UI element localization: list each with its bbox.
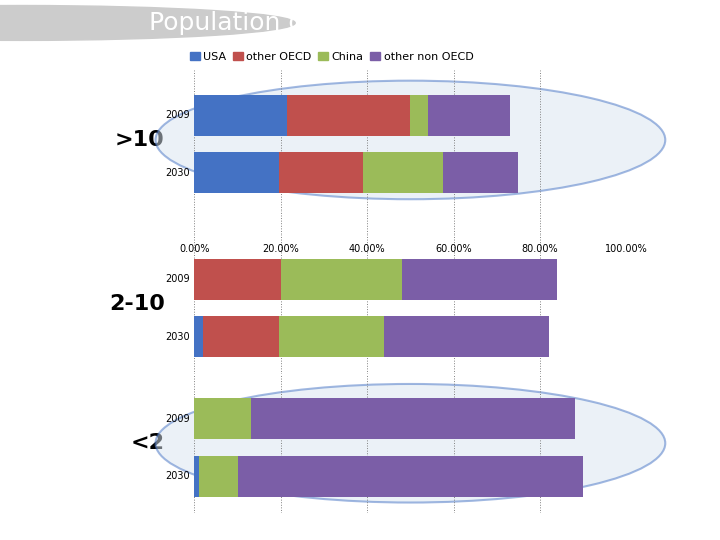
Text: 2009: 2009 — [166, 274, 190, 284]
Bar — [410, 95, 428, 136]
Bar — [238, 456, 583, 497]
Bar — [363, 152, 443, 193]
Text: 2030: 2030 — [166, 471, 190, 481]
Bar — [203, 316, 279, 357]
Ellipse shape — [156, 384, 665, 503]
Ellipse shape — [156, 80, 665, 199]
Bar — [194, 316, 203, 357]
Bar — [279, 152, 363, 193]
Bar — [428, 95, 510, 136]
Bar — [199, 456, 238, 497]
Text: 2009: 2009 — [166, 414, 190, 424]
Bar — [194, 398, 251, 439]
Bar — [194, 259, 281, 300]
Bar — [251, 398, 575, 439]
Text: 2030: 2030 — [166, 168, 190, 178]
Text: <2: <2 — [131, 433, 165, 453]
Bar — [443, 152, 518, 193]
Bar — [287, 95, 410, 136]
Bar — [279, 316, 384, 357]
Bar — [281, 259, 402, 300]
Bar — [194, 456, 199, 497]
Text: Population distribution across 4 regions: Population distribution across 4 regions — [148, 11, 644, 35]
Bar — [194, 152, 279, 193]
Text: 2-10: 2-10 — [109, 294, 165, 314]
Circle shape — [0, 5, 295, 40]
Bar — [194, 95, 287, 136]
Legend: USA, other OECD, China, other non OECD: USA, other OECD, China, other non OECD — [186, 47, 478, 66]
Bar — [402, 259, 557, 300]
Text: 2030: 2030 — [166, 332, 190, 342]
Text: 2009: 2009 — [166, 110, 190, 120]
Text: >10: >10 — [115, 130, 165, 150]
Bar — [384, 316, 549, 357]
